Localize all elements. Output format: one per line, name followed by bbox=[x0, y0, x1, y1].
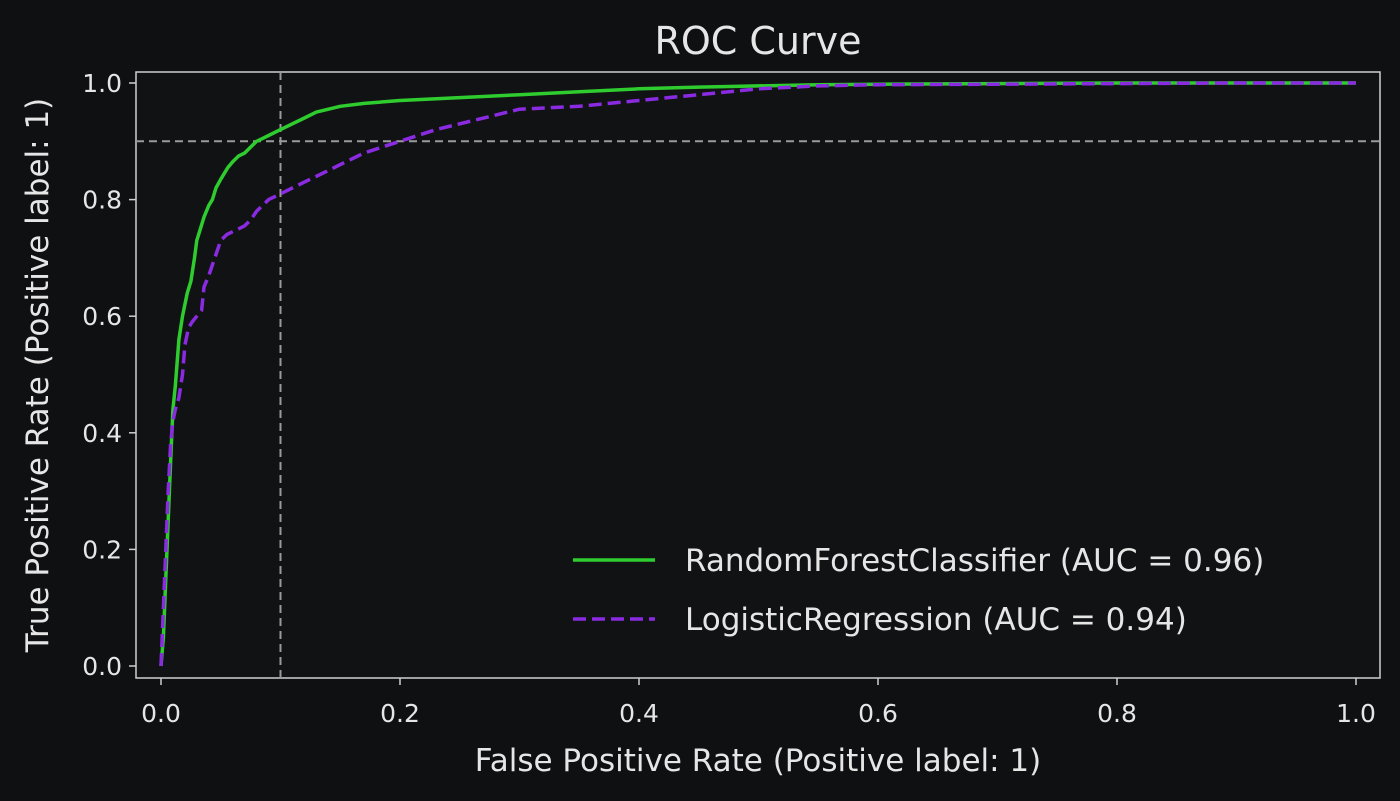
y-tick-label: 0.0 bbox=[82, 652, 122, 681]
x-tick-label: 0.4 bbox=[619, 699, 659, 728]
x-tick-label: 1.0 bbox=[1336, 699, 1376, 728]
legend: RandomForestClassifier (AUC = 0.96) Logi… bbox=[573, 543, 1264, 638]
y-axis-ticks: 0.0 0.2 0.4 0.6 0.8 1.0 bbox=[82, 69, 136, 681]
x-axis-title: False Positive Rate (Positive label: 1) bbox=[475, 743, 1042, 779]
series-lines bbox=[159, 81, 1356, 667]
reference-lines bbox=[136, 72, 1380, 678]
y-tick-label: 0.6 bbox=[82, 302, 122, 331]
x-tick-label: 0.0 bbox=[141, 699, 181, 728]
chart-title: ROC Curve bbox=[654, 19, 861, 63]
y-tick-label: 0.2 bbox=[82, 535, 122, 564]
x-tick-label: 0.6 bbox=[858, 699, 898, 728]
legend-label-logisticregression: LogisticRegression (AUC = 0.94) bbox=[685, 602, 1187, 638]
x-tick-label: 0.2 bbox=[380, 699, 420, 728]
y-tick-label: 0.4 bbox=[82, 419, 122, 448]
plot-area bbox=[135, 71, 1381, 679]
series-line-logisticregression bbox=[159, 81, 1356, 667]
series-line-randomforest bbox=[159, 81, 1356, 667]
y-axis-title: True Positive Rate (Positive label: 1) bbox=[20, 98, 56, 654]
y-tick-label: 1.0 bbox=[82, 69, 122, 98]
x-tick-label: 0.8 bbox=[1097, 699, 1137, 728]
legend-label-randomforest: RandomForestClassifier (AUC = 0.96) bbox=[685, 543, 1264, 579]
x-axis-ticks: 0.0 0.2 0.4 0.6 0.8 1.0 bbox=[141, 678, 1376, 728]
y-tick-label: 0.8 bbox=[82, 186, 122, 215]
